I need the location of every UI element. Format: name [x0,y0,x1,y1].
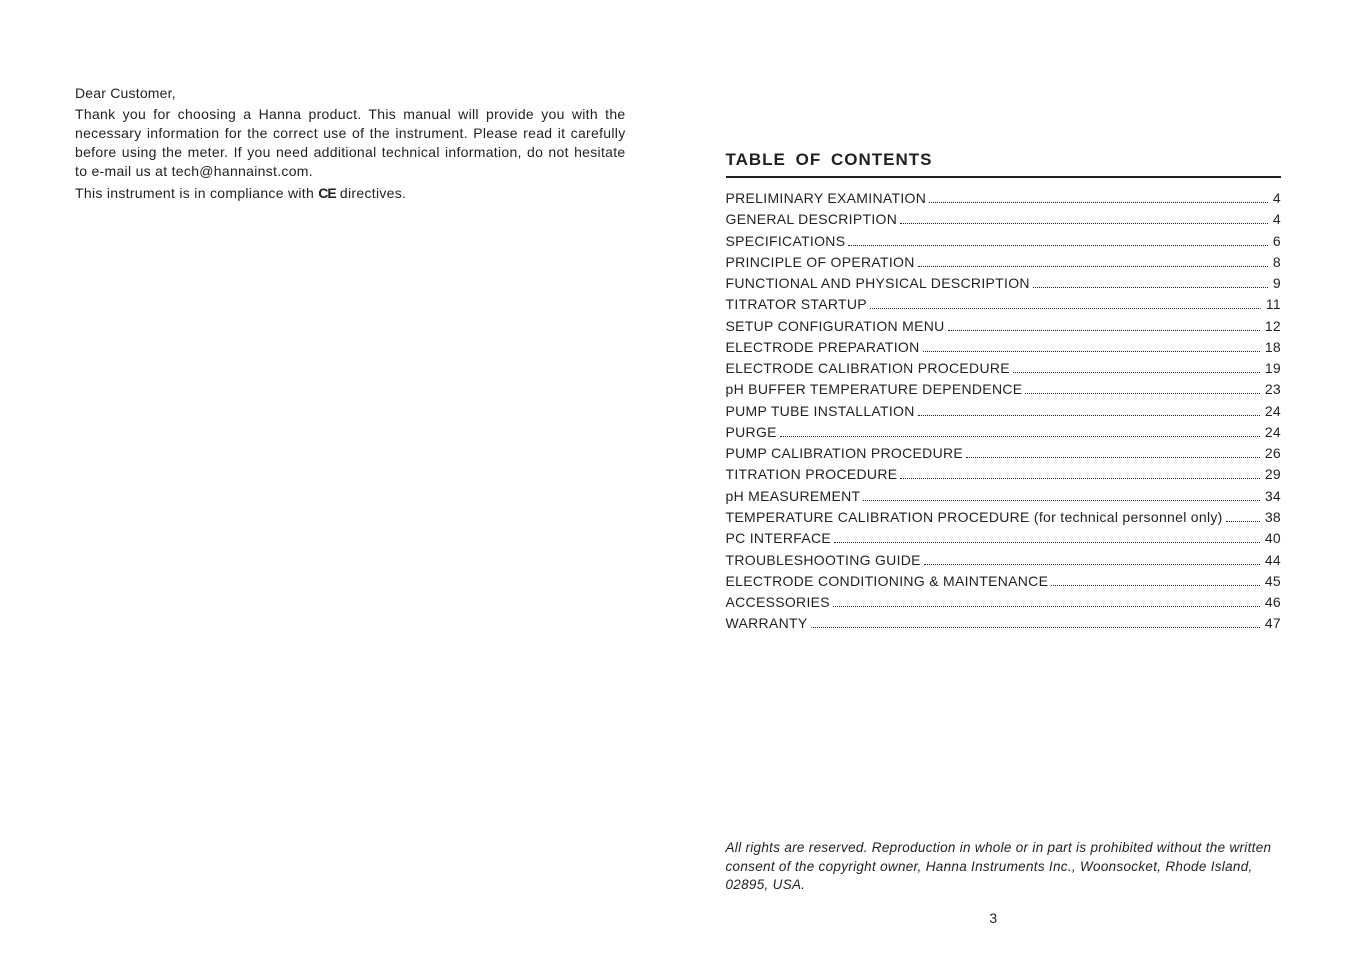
toc-page: 24 [1265,401,1281,422]
toc-dots [811,627,1260,628]
toc-label: TITRATOR STARTUP [726,294,867,315]
toc-dots [863,500,1259,501]
toc-dots [1013,372,1260,373]
toc-label: ELECTRODE PREPARATION [726,337,920,358]
compliance-pre: This instrument is in compliance with [75,185,318,201]
toc-item: SETUP CONFIGURATION MENU 12 [726,316,1282,337]
toc-label: TEMPERATURE CALIBRATION PROCEDURE (for t… [726,507,1223,528]
toc-dots [1033,287,1268,288]
toc-page: 18 [1265,337,1281,358]
toc-label: PUMP CALIBRATION PROCEDURE [726,443,964,464]
toc-label: pH MEASUREMENT [726,486,861,507]
toc-dots [1226,521,1260,522]
compliance-post: directives. [336,185,407,201]
toc-dots [780,436,1260,437]
toc-page: 46 [1265,592,1281,613]
toc-item: WARRANTY 47 [726,613,1282,634]
toc-dots [900,478,1259,479]
toc-dots [870,308,1261,309]
toc-item: ELECTRODE PREPARATION 18 [726,337,1282,358]
right-page: TABLE OF CONTENTS PRELIMINARY EXAMINATIO… [676,0,1351,954]
toc-dots [833,606,1260,607]
toc-label: PURGE [726,422,777,443]
toc-dots [834,542,1260,543]
toc-page: 12 [1265,316,1281,337]
toc-page: 23 [1265,379,1281,400]
toc-item: TEMPERATURE CALIBRATION PROCEDURE (for t… [726,507,1282,528]
toc-dots [918,266,1268,267]
toc-dots [924,564,1260,565]
toc-dots [966,457,1260,458]
toc-dots [848,245,1268,246]
compliance-line: This instrument is in compliance with CE… [75,185,626,201]
toc-page: 34 [1265,486,1281,507]
toc-dots [900,223,1268,224]
toc-page: 47 [1265,613,1281,634]
toc-list: PRELIMINARY EXAMINATION 4 GENERAL DESCRIP… [726,188,1282,635]
toc-dots [948,330,1260,331]
toc-label: WARRANTY [726,613,808,634]
page-container: Dear Customer, Thank you for choosing a … [0,0,1351,954]
ce-mark-icon: CE [318,185,335,201]
toc-dots [923,351,1260,352]
toc-page: 45 [1265,571,1281,592]
toc-label: ELECTRODE CALIBRATION PROCEDURE [726,358,1010,379]
toc-label: TROUBLESHOOTING GUIDE [726,550,921,571]
toc-label: PRINCIPLE OF OPERATION [726,252,915,273]
page-number: 3 [656,910,1332,926]
toc-page: 6 [1273,231,1281,252]
toc-label: PUMP TUBE INSTALLATION [726,401,915,422]
toc-item: TITRATOR STARTUP 11 [726,294,1282,315]
toc-page: 4 [1273,188,1281,209]
toc-page: 9 [1273,273,1281,294]
toc-page: 38 [1265,507,1281,528]
toc-page: 8 [1273,252,1281,273]
toc-item: TITRATION PROCEDURE 29 [726,464,1282,485]
toc-dots [929,202,1268,203]
toc-item: GENERAL DESCRIPTION 4 [726,209,1282,230]
toc-item: PRELIMINARY EXAMINATION 4 [726,188,1282,209]
toc-page: 4 [1273,209,1281,230]
greeting-text: Dear Customer, [75,85,626,101]
toc-item: PC INTERFACE 40 [726,528,1282,549]
toc-item: ELECTRODE CONDITIONING & MAINTENANCE 45 [726,571,1282,592]
toc-heading: TABLE OF CONTENTS [726,150,1282,178]
toc-label: PRELIMINARY EXAMINATION [726,188,927,209]
toc-page: 26 [1265,443,1281,464]
toc-item: PUMP CALIBRATION PROCEDURE 26 [726,443,1282,464]
toc-item: PUMP TUBE INSTALLATION 24 [726,401,1282,422]
toc-dots [918,415,1260,416]
toc-label: GENERAL DESCRIPTION [726,209,898,230]
toc-page: 11 [1266,294,1281,315]
toc-dots [1025,393,1259,394]
toc-label: SPECIFICATIONS [726,231,846,252]
toc-label: TITRATION PROCEDURE [726,464,898,485]
left-page: Dear Customer, Thank you for choosing a … [0,0,676,954]
toc-item: pH BUFFER TEMPERATURE DEPENDENCE 23 [726,379,1282,400]
toc-page: 24 [1265,422,1281,443]
toc-label: pH BUFFER TEMPERATURE DEPENDENCE [726,379,1023,400]
toc-page: 19 [1265,358,1281,379]
toc-item: SPECIFICATIONS 6 [726,231,1282,252]
toc-item: ELECTRODE CALIBRATION PROCEDURE 19 [726,358,1282,379]
copyright-footer: All rights are reserved. Reproduction in… [726,839,1282,894]
toc-item: PRINCIPLE OF OPERATION 8 [726,252,1282,273]
toc-label: PC INTERFACE [726,528,832,549]
toc-item: ACCESSORIES 46 [726,592,1282,613]
toc-item: TROUBLESHOOTING GUIDE 44 [726,550,1282,571]
toc-item: pH MEASUREMENT 34 [726,486,1282,507]
toc-label: FUNCTIONAL AND PHYSICAL DESCRIPTION [726,273,1030,294]
toc-page: 29 [1265,464,1281,485]
intro-paragraph: Thank you for choosing a Hanna product. … [75,105,626,181]
toc-dots [1051,585,1260,586]
toc-label: ACCESSORIES [726,592,830,613]
toc-item: FUNCTIONAL AND PHYSICAL DESCRIPTION 9 [726,273,1282,294]
toc-label: ELECTRODE CONDITIONING & MAINTENANCE [726,571,1049,592]
toc-page: 44 [1265,550,1281,571]
toc-item: PURGE 24 [726,422,1282,443]
toc-label: SETUP CONFIGURATION MENU [726,316,945,337]
toc-page: 40 [1265,528,1281,549]
